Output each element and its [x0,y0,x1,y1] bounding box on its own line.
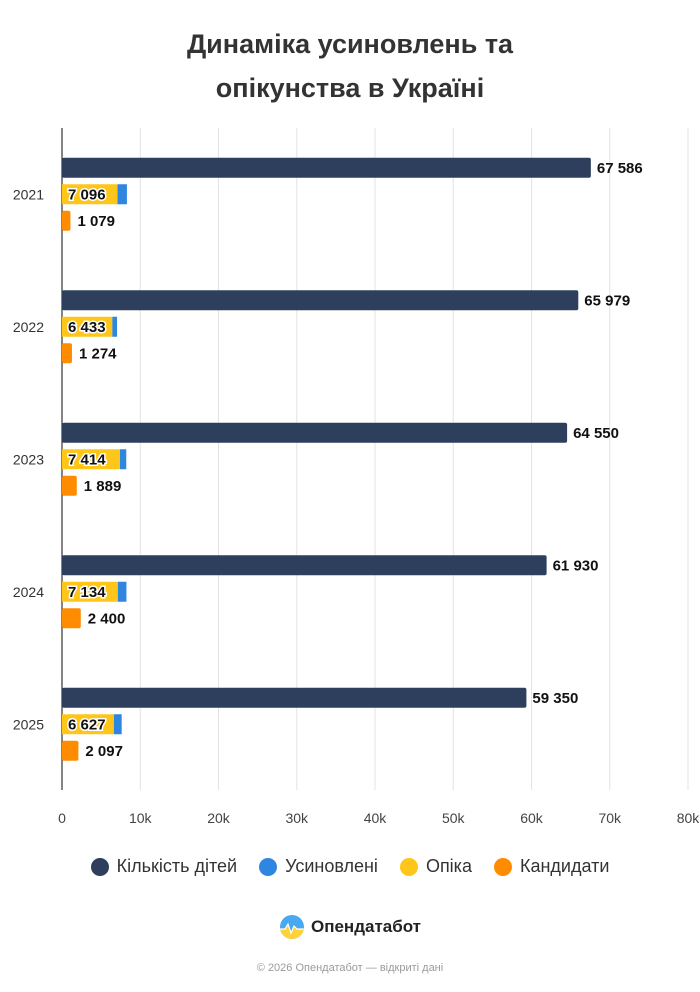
bar-candidates [62,475,77,496]
x-tick-label: 10k [129,810,153,826]
data-label-children: 65 979 [584,292,630,309]
chart-title-line-1: Динаміка усиновлень та [186,29,514,59]
bar-candidates [62,740,79,761]
legend-label-children: Кількість дітей [116,856,238,876]
x-tick-label: 20k [207,810,231,826]
data-label-candidates: 2 400 [88,610,126,627]
data-label-candidates: 2 097 [85,743,123,760]
legend-item-candidates[interactable]: Кандидати [493,856,610,877]
bar-children [62,687,527,708]
x-tick-label: 50k [442,810,466,826]
bar-candidates [62,343,72,364]
data-label-children: 59 350 [532,690,578,707]
data-label-children: 67 586 [597,160,643,177]
bar-guardianship [62,449,121,470]
legend-label-guardianship: Опіка [425,856,472,876]
data-label-children: 64 550 [573,425,619,442]
bar-children [62,157,591,178]
data-label-guardianship: 6 627 [68,716,106,733]
legend-dot-candidates [493,857,512,876]
legend-dot-children [90,857,109,876]
x-tick-label: 70k [598,810,622,826]
footer-note: © 2026 Опендатабот — відкриті дані [256,962,444,974]
bar-adopted [117,184,127,205]
legend-dot-adopted [259,857,278,876]
bar-guardianship [62,581,118,602]
data-label-candidates: 1 889 [84,478,122,495]
y-tick-label: 2025 [13,716,44,732]
data-label-guardianship: 7 096 [68,186,106,203]
bar-guardianship [62,316,113,337]
data-label-guardianship: 7 414 [68,451,106,468]
bar-guardianship [62,714,114,735]
y-tick-label: 2024 [13,584,44,600]
x-tick-label: 60k [520,810,544,826]
data-label-guardianship: 6 433 [68,319,106,336]
data-label-candidates: 1 274 [79,345,117,362]
bar-children [62,555,547,576]
x-tick-label: 30k [285,810,309,826]
bar-adopted [113,714,122,735]
brand: Опендатабот [0,914,700,940]
legend-item-guardianship[interactable]: Опіка [399,856,472,877]
x-tick-label: 80k [677,810,700,826]
data-label-candidates: 1 079 [77,213,115,230]
bar-chart: 0 10k 20k 30k 40k 50k 60k 70k 80k 2021 67 586 7 096… [13,128,700,826]
y-tick-label: 2023 [13,451,44,467]
y-tick-label: 2021 [13,186,44,202]
bar-adopted [112,316,118,337]
bar-candidates [62,210,71,231]
x-tick-label: 0 [58,810,66,826]
bar-children [62,422,568,443]
bar-candidates [62,608,81,629]
legend-item-adopted[interactable]: Усиновлені [259,856,378,877]
bar-adopted [117,581,127,602]
legend: Кількість дітей Усиновлені Опіка Кандида… [0,856,700,877]
x-tick-label: 40k [364,810,388,826]
chart-title: Динаміка усиновлень та опікунства в Укра… [0,22,700,110]
data-label-children: 61 930 [553,557,599,574]
brand-name: Опендатабот [310,917,422,936]
brand-logo-icon [279,915,304,939]
chart-title-line-2: опікунства в Україні [215,73,485,103]
bar-adopted [120,449,127,470]
data-label-guardianship: 7 134 [68,584,106,601]
bar-children [62,290,579,311]
legend-item-children[interactable]: Кількість дітей [90,856,238,877]
bar-guardianship [62,184,118,205]
legend-label-candidates: Кандидати [519,856,610,876]
legend-label-adopted: Усиновлені [285,856,378,876]
y-tick-label: 2022 [13,319,44,335]
legend-dot-guardianship [399,857,418,876]
